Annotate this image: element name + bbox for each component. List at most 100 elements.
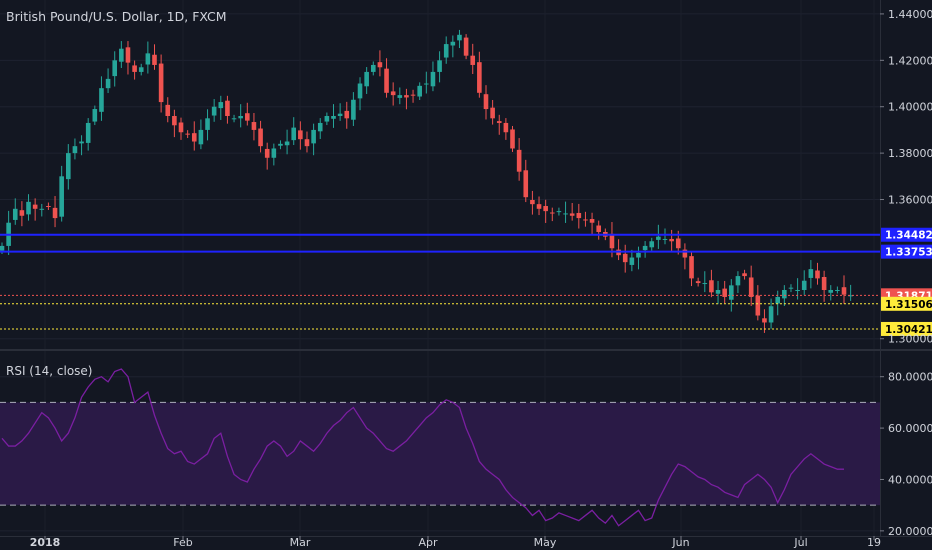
candle-body: [337, 113, 343, 116]
candle-body: [46, 206, 51, 208]
candle-body: [622, 253, 628, 263]
candle-body: [828, 290, 834, 293]
candle-body: [530, 199, 535, 205]
candle-body: [119, 48, 124, 62]
level-label-bg: [881, 244, 932, 259]
candle-body: [251, 122, 257, 130]
rsi-band: [0, 402, 880, 506]
candle-body: [264, 148, 270, 158]
candle-body: [92, 109, 98, 122]
time-tick-label: 19: [867, 536, 881, 549]
candle-body: [556, 211, 562, 213]
candle-body: [165, 104, 171, 116]
level-label-bg: [881, 227, 932, 242]
candle-body: [191, 133, 197, 142]
candle-body: [788, 287, 794, 289]
candle-body: [351, 99, 356, 120]
rsi-tick-label: 80.0000: [888, 371, 932, 384]
candle-body: [662, 238, 668, 240]
time-tick-label: 2018: [30, 536, 61, 549]
candle-body: [59, 176, 64, 217]
candle-body: [218, 102, 224, 109]
candle-body: [490, 107, 495, 119]
candle-body: [410, 94, 416, 96]
candle-body: [430, 71, 436, 87]
candle-body: [576, 212, 582, 219]
candle-body: [331, 116, 336, 119]
rsi-tick-label: 20.0000: [888, 525, 932, 538]
candle-body: [437, 60, 442, 72]
candle-body: [66, 153, 71, 180]
candle-body: [596, 225, 601, 232]
candle-body: [324, 116, 330, 122]
candle-body: [695, 281, 701, 284]
candle-body: [397, 95, 403, 98]
candle-body: [729, 285, 734, 300]
candle-body: [689, 256, 694, 279]
candle-body: [344, 110, 350, 119]
candle-body: [642, 245, 648, 251]
candle-body: [178, 122, 184, 133]
candle-body: [404, 95, 409, 98]
candle-body: [238, 116, 243, 119]
candle-body: [152, 54, 157, 65]
price-tick-label: 1.40000: [888, 101, 932, 114]
candle-body: [284, 141, 290, 146]
candle-body: [291, 127, 297, 141]
candle-body: [510, 129, 515, 149]
price-tick-label: 1.30000: [888, 333, 932, 346]
candle-body: [762, 318, 767, 323]
candle-body: [775, 296, 781, 304]
candle-body: [457, 34, 462, 41]
candle-body: [364, 71, 369, 87]
candle-body: [158, 63, 164, 103]
candle-body: [589, 219, 595, 223]
candle-body: [483, 94, 489, 110]
candle-body: [682, 249, 688, 258]
candle-body: [629, 257, 635, 265]
candle-body: [278, 143, 283, 146]
candle-body: [231, 118, 237, 120]
candle-body: [377, 62, 383, 68]
candle-body: [317, 122, 323, 132]
price-tick-label: 1.42000: [888, 54, 932, 67]
level-label: 1.33753: [885, 247, 932, 259]
candle-body: [821, 277, 827, 290]
candle-body: [390, 91, 396, 96]
candle-body: [443, 44, 449, 58]
candle-body: [463, 37, 469, 56]
candle-body: [32, 204, 38, 209]
candle-body: [112, 60, 118, 77]
candle-body: [26, 201, 31, 215]
chart-title: British Pound/U.S. Dollar, 1D, FXCM: [6, 9, 227, 24]
candle-body: [357, 83, 363, 99]
time-tick-label: Apr: [418, 536, 438, 549]
candle-body: [258, 128, 263, 147]
candle-body: [848, 295, 853, 297]
candle-body: [543, 206, 548, 212]
candle-body: [755, 295, 761, 316]
candle-body: [669, 238, 674, 242]
time-tick-label: Feb: [173, 536, 192, 549]
candle-body: [503, 122, 509, 133]
candle-body: [125, 47, 131, 63]
candle-body: [19, 210, 25, 216]
price-tick-label: 1.36000: [888, 194, 932, 207]
candle-body: [12, 208, 18, 220]
candle-body: [609, 233, 615, 249]
candle-body: [808, 269, 814, 278]
candle-body: [304, 139, 310, 147]
candle-body: [795, 290, 800, 291]
time-tick-label: May: [534, 536, 557, 549]
candle-body: [841, 287, 847, 295]
candle-body: [99, 88, 104, 112]
candle-body: [523, 170, 529, 198]
candle-body: [782, 290, 787, 299]
candle-body: [815, 270, 820, 279]
time-tick-label: Jul: [793, 536, 807, 549]
candle-body: [649, 241, 655, 248]
candle-body: [835, 290, 840, 291]
rsi-title: RSI (14, close): [6, 364, 92, 378]
candle-body: [185, 133, 190, 135]
